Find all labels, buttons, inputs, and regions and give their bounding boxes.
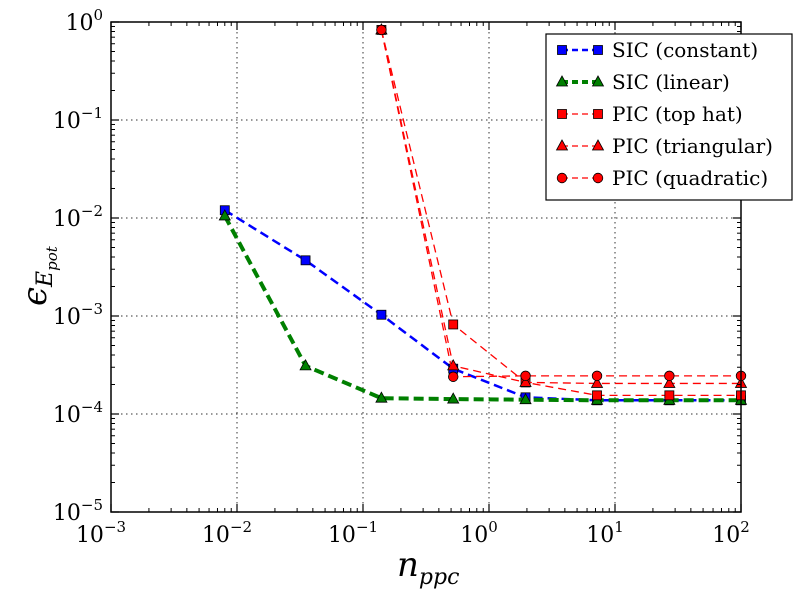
legend-label: PIC (triangular)	[612, 134, 773, 158]
data-point-pic-top-hat	[664, 390, 675, 401]
series-pic-quadratic	[376, 24, 747, 382]
y-tick-label: 10−4	[53, 398, 103, 428]
y-tick-label: 10−5	[53, 496, 103, 526]
x-tick-label: 100	[460, 518, 498, 548]
y-axis-title-main: ϵ	[15, 287, 55, 306]
x-tick-label: 102	[712, 518, 750, 548]
y-axis-title: ϵEpot	[15, 245, 61, 306]
x-axis-title-main: n	[397, 545, 419, 585]
y-tick-label: 100	[65, 6, 103, 36]
legend-marker	[557, 109, 567, 119]
data-point-pic-triangular	[590, 376, 604, 388]
y-axis-title-sub: E	[33, 271, 58, 288]
legend-entry-sic-linear: SIC (linear)	[555, 70, 730, 94]
legend: SIC (constant) SIC (linear) PIC (top hat) P…	[545, 33, 793, 201]
data-point-pic-triangular	[663, 376, 676, 388]
data-point-pic-quadratic	[591, 370, 603, 382]
series-line-pic-quadratic	[380, 29, 741, 378]
legend-label: SIC (linear)	[612, 70, 730, 94]
data-point-pic-top-hat	[592, 390, 602, 401]
data-point-pic-quadratic	[664, 370, 675, 382]
legend-entry-pic-top-hat: PIC (top hat)	[557, 102, 743, 126]
data-point-sic-constant	[376, 309, 387, 320]
data-point-pic-quadratic	[520, 370, 531, 382]
data-point-sic-linear	[519, 392, 532, 405]
legend-marker	[593, 109, 603, 119]
data-point-pic-top-hat	[448, 319, 459, 330]
data-point-sic-linear	[447, 392, 460, 404]
series-line-sic-linear	[223, 214, 741, 403]
legend-marker	[555, 139, 569, 151]
series-sic-linear	[218, 209, 748, 405]
series-layer	[218, 23, 748, 406]
legend-entry-pic-quadratic: PIC (quadratic)	[556, 166, 768, 190]
x-tick-label: 10−1	[328, 518, 378, 548]
legend-label: PIC (quadratic)	[612, 166, 768, 190]
ticks: 10−3 10−2 10−1 100 101 102 10−5 10−4 10−3 10−2 10−…	[53, 6, 750, 548]
x-axis-title-sub: ppc	[419, 565, 460, 590]
data-point-sic-constant	[300, 255, 311, 266]
legend-marker	[556, 172, 568, 184]
data-point-pic-quadratic	[448, 371, 459, 382]
data-point-sic-linear	[299, 359, 312, 371]
legend-marker	[591, 139, 605, 151]
y-tick-label: 10−3	[53, 300, 103, 330]
data-point-pic-quadratic	[376, 24, 387, 36]
legend-entry-pic-triangular: PIC (triangular)	[555, 134, 773, 158]
x-tick-label: 10−2	[202, 518, 252, 548]
legend-entry-sic-constant: SIC (constant)	[557, 38, 758, 62]
legend-marker	[593, 45, 603, 55]
y-tick-label: 10−2	[53, 202, 103, 232]
y-axis-title-subsub: pot	[43, 245, 61, 271]
series-line-pic-triangular	[380, 29, 741, 385]
y-tick-label: 10−1	[53, 104, 103, 134]
series-line-pic-top-hat	[380, 29, 741, 396]
legend-marker	[557, 45, 567, 55]
series-line-sic-constant	[224, 209, 741, 402]
data-point-sic-linear	[218, 209, 231, 221]
legend-marker	[592, 172, 604, 184]
plot-frame	[110, 21, 742, 513]
legend-label: PIC (top hat)	[612, 102, 743, 126]
data-point-pic-triangular	[519, 375, 532, 387]
x-axis-title: nppc	[397, 545, 459, 590]
legend-box	[545, 33, 793, 201]
legend-marker	[591, 75, 605, 87]
x-tick-label: 10−3	[76, 518, 126, 548]
x-tick-label: 101	[586, 518, 624, 548]
legend-label: SIC (constant)	[612, 38, 758, 62]
data-point-sic-linear	[375, 391, 388, 403]
legend-marker	[555, 75, 569, 87]
